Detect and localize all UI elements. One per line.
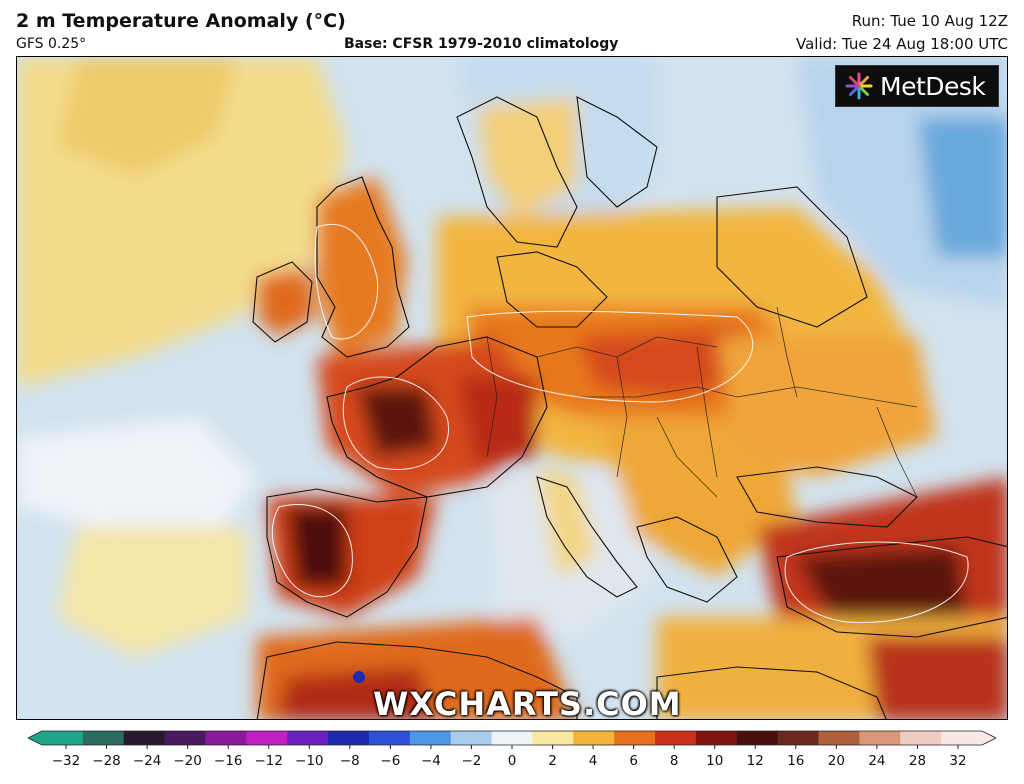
colorbar-segments xyxy=(28,730,996,746)
colorbar-tick-label: −4 xyxy=(421,753,441,769)
colorbar-legend: −32 −28 −24 −20 −16 −12 −10 −8 −6 −4 −2 0 2 4 6 8 10 12 16… xyxy=(28,730,996,769)
cold-spot xyxy=(353,671,365,683)
colorbar-max-arrow xyxy=(982,731,996,745)
colorbar-tick-label: 4 xyxy=(589,753,598,769)
colorbar-segment xyxy=(409,731,452,745)
colorbar-segment xyxy=(941,731,983,745)
colorbar-segment xyxy=(164,731,206,745)
run-time-label: Run: Tue 10 Aug 12Z xyxy=(851,12,1008,30)
colorbar-segment xyxy=(368,731,411,745)
colorbar-segment xyxy=(614,731,656,745)
colorbar-segment xyxy=(532,731,574,745)
colorbar-tick-label: 32 xyxy=(949,753,966,769)
colorbar-segment xyxy=(328,731,370,745)
colorbar-segment xyxy=(573,731,615,745)
colorbar-segment xyxy=(246,731,288,745)
coastlines xyxy=(252,96,1007,719)
colorbar-tick-label: −32 xyxy=(52,753,81,769)
colorbar-min-arrow xyxy=(28,731,42,745)
colorbar-tick-label: 12 xyxy=(747,753,764,769)
colorbar-segment xyxy=(491,731,533,745)
colorbar-segment xyxy=(82,731,125,745)
colorbar-tick-label: 6 xyxy=(629,753,638,769)
colorbar-tick-label: 2 xyxy=(548,753,557,769)
anomaly-field xyxy=(17,57,1007,719)
starburst-icon xyxy=(845,72,873,100)
colorbar-tick-label: −28 xyxy=(92,753,121,769)
colorbar-tick-label: 8 xyxy=(670,753,679,769)
temperature-anomaly-map: MetDesk WXCHARTS.COM xyxy=(16,56,1008,720)
colorbar-segment xyxy=(859,731,901,745)
colorbar-tick-label: −8 xyxy=(340,753,360,769)
map-canvas xyxy=(17,57,1007,719)
colorbar-segment xyxy=(123,731,166,745)
colorbar-frame xyxy=(28,730,996,746)
colorbar-segment xyxy=(818,731,860,745)
colorbar-segment xyxy=(287,731,329,745)
colorbar-tick-label: −10 xyxy=(295,753,324,769)
colorbar-tick-label: 24 xyxy=(868,753,885,769)
colorbar-tick-label: −6 xyxy=(380,753,400,769)
colorbar-tick-label: −24 xyxy=(133,753,162,769)
colorbar-segment xyxy=(205,731,247,745)
anomaly-contours xyxy=(271,223,969,624)
colorbar-segment xyxy=(900,731,942,745)
colorbar-segment xyxy=(736,731,779,745)
wxcharts-watermark: WXCHARTS.COM xyxy=(373,685,682,720)
country-borders xyxy=(486,306,918,498)
colorbar-tick-label: 0 xyxy=(508,753,517,769)
colorbar-segment xyxy=(695,731,738,745)
colorbar-tick-label: 20 xyxy=(828,753,845,769)
colorbar-segment xyxy=(42,731,84,745)
base-climatology-label: Base: CFSR 1979-2010 climatology xyxy=(344,36,619,52)
metdesk-logo: MetDesk xyxy=(835,65,999,107)
colorbar-segment xyxy=(655,731,697,745)
colorbar-tick-label: −12 xyxy=(254,753,283,769)
colorbar-segment xyxy=(450,731,493,745)
colorbar-segment xyxy=(777,731,820,745)
logo-text: MetDesk xyxy=(880,71,986,101)
model-label: GFS 0.25° xyxy=(16,36,87,52)
colorbar-tick-label: −20 xyxy=(173,753,202,769)
colorbar-tick-label: 16 xyxy=(787,753,804,769)
colorbar-ticks: −32 −28 −24 −20 −16 −12 −10 −8 −6 −4 −2 0 2 4 6 8 10 12 16… xyxy=(52,745,967,769)
colorbar-tick-label: 28 xyxy=(909,753,926,769)
colorbar-tick-label: −2 xyxy=(462,753,482,769)
map-title: 2 m Temperature Anomaly (°C) xyxy=(16,10,346,32)
colorbar-tick-label: −16 xyxy=(214,753,243,769)
valid-time-label: Valid: Tue 24 Aug 18:00 UTC xyxy=(796,35,1008,53)
colorbar-tick-label: 10 xyxy=(706,753,723,769)
